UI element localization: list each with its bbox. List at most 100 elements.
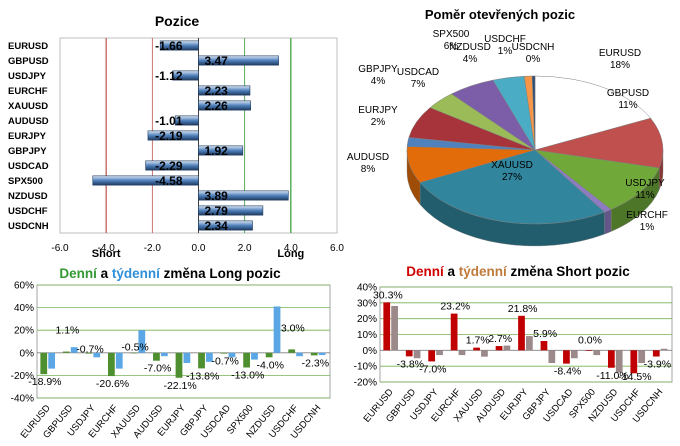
daily-bar-usdjpy xyxy=(85,352,93,354)
weekly-bar-audusd xyxy=(160,352,168,357)
x-tick-label: 4.0 xyxy=(284,243,298,254)
title-part-2: týdenní xyxy=(112,266,161,281)
value-label-usdjpy: -1.12 xyxy=(155,69,183,83)
pie-name-eurchf: EURCHF xyxy=(626,210,668,221)
daily-bar-gbpusd xyxy=(62,351,70,353)
weekly-bar-gbpjpy xyxy=(548,350,556,363)
weekly-bar-nzdusd xyxy=(615,350,623,373)
pie-slice-gbpusd xyxy=(534,117,664,169)
daily-bar-eurchf xyxy=(450,313,458,351)
weekly-bar-usdchf xyxy=(296,352,303,357)
y-tick-label: 30% xyxy=(357,298,377,309)
pie-slice-eurusd xyxy=(534,75,652,151)
bar-gbpjpy xyxy=(198,145,244,156)
y-tick-label: -20% xyxy=(354,378,377,389)
value-label-xauusd: 2.26 xyxy=(205,99,229,113)
daily-bar-audusd xyxy=(495,346,503,351)
y-tick-label: 0% xyxy=(363,346,378,357)
category-label-usdchf: USDCHF xyxy=(8,206,48,217)
weekly-bar-usdcad xyxy=(570,350,578,359)
weekly-bar-usdcad xyxy=(228,352,236,358)
x-tick-label: -2.0 xyxy=(144,243,162,254)
daily-bar-usdcnh xyxy=(652,350,660,357)
pie-percent-audusd: 8% xyxy=(361,164,376,175)
y-tick-label: 20% xyxy=(14,326,34,337)
y-tick-label: 40% xyxy=(14,303,34,314)
value-label-usdcad: -2.29 xyxy=(155,159,183,173)
pie-slice-usdcnh xyxy=(531,75,536,151)
reference-label-short: Short xyxy=(92,248,121,260)
daily-bar-xauusd xyxy=(130,352,138,354)
pie-percent-gbpjpy: 4% xyxy=(371,76,386,87)
pie-percent-nzdusd: 4% xyxy=(463,54,478,65)
daily-bar-usdcad xyxy=(563,350,570,364)
weekly-bar-xauusd xyxy=(138,330,146,353)
value-label-eurchf: 23.2% xyxy=(440,301,470,313)
category-label-eurusd: EURUSD xyxy=(8,41,48,52)
pie-name-usdcad: USDCAD xyxy=(397,67,439,78)
weekly-bar-spx500 xyxy=(251,352,258,360)
pie-name-usdcnh: USDCNH xyxy=(512,42,555,53)
chart-title: Poměr otevřených pozic xyxy=(425,7,575,22)
weekly-bar-eurjpy xyxy=(526,336,533,351)
y-tick-label: 20% xyxy=(357,314,377,325)
value-label-spx500: -4.58 xyxy=(155,174,183,188)
weekly-bar-eurusd xyxy=(48,352,56,369)
bar-spx500 xyxy=(92,175,199,186)
value-label-gbpjpy: -13.8% xyxy=(186,370,219,382)
pie-percent-usdjpy: 11% xyxy=(635,190,654,201)
daily-bar-eurjpy xyxy=(175,352,183,378)
bar-eurjpy xyxy=(147,130,199,141)
bar-usdcad xyxy=(145,160,199,171)
value-label-audusd: -7.0% xyxy=(144,363,171,375)
pie-name-usdjpy: USDJPY xyxy=(625,178,665,189)
pie-percent-eurusd: 18% xyxy=(610,60,630,71)
chart-title: Denní a týdenní změna Short pozic xyxy=(406,264,630,279)
pie-percent-eurchf: 1% xyxy=(640,222,655,233)
value-label-eurusd: -18.9% xyxy=(28,376,61,388)
value-label-nzdusd: -4.0% xyxy=(257,359,284,371)
daily-bar-usdchf xyxy=(630,350,638,374)
daily-bar-spx500 xyxy=(585,350,593,351)
title-part-1: a xyxy=(444,264,459,279)
daily-bar-gbpusd xyxy=(405,350,413,357)
pie-percent-gbpusd: 11% xyxy=(618,100,637,111)
value-label-usdjpy: -7.0% xyxy=(419,363,446,375)
weekly-bar-gbpusd xyxy=(413,350,421,359)
pie-percent-usdcnh: 0% xyxy=(526,54,541,65)
value-label-gbpjpy: 1.92 xyxy=(205,144,229,158)
bar-nzdusd xyxy=(198,190,289,201)
pie-percent-xauusd: 27% xyxy=(502,172,522,183)
daily-bar-eurusd xyxy=(383,302,391,351)
value-label-eurusd: 30.3% xyxy=(373,289,403,301)
bar-eurchf xyxy=(198,85,251,96)
daily-bar-usdjpy xyxy=(428,350,436,362)
value-label-usdchf: 2.79 xyxy=(205,204,229,218)
daily-bar-xauusd xyxy=(473,347,480,351)
weekly-bar-usdchf xyxy=(638,350,646,363)
value-label-gbpusd: -3.8% xyxy=(397,358,424,370)
daily-bar-spx500 xyxy=(243,352,250,368)
value-label-usdcnh: 2.34 xyxy=(205,219,229,233)
value-label-eurjpy: -22.1% xyxy=(163,380,196,392)
value-label-usdchf: 3.0% xyxy=(281,322,305,334)
pie-name-spx500: SPX500 xyxy=(433,29,470,40)
weekly-bar-gbpusd xyxy=(70,347,78,353)
title-part-0: Denní xyxy=(406,264,445,279)
value-label-usdcnh: -2.3% xyxy=(302,357,329,369)
weekly-bar-xauusd xyxy=(481,350,488,357)
weekly-bar-audusd xyxy=(503,345,511,351)
y-tick-label: 10% xyxy=(357,330,377,341)
value-label-usdcad: -0.7% xyxy=(211,356,238,368)
weekly-bar-usdjpy xyxy=(436,350,443,356)
x-tick-label: -4.0 xyxy=(98,243,116,254)
value-label-usdchf: -14.5% xyxy=(618,371,651,383)
weekly-bar-gbpjpy xyxy=(206,352,213,362)
category-label-nzdusd: NZDUSD xyxy=(8,191,48,202)
value-label-gbpusd: 3.47 xyxy=(205,54,229,68)
daily-bar-nzdusd xyxy=(265,352,273,358)
daily-bar-audusd xyxy=(153,352,160,361)
